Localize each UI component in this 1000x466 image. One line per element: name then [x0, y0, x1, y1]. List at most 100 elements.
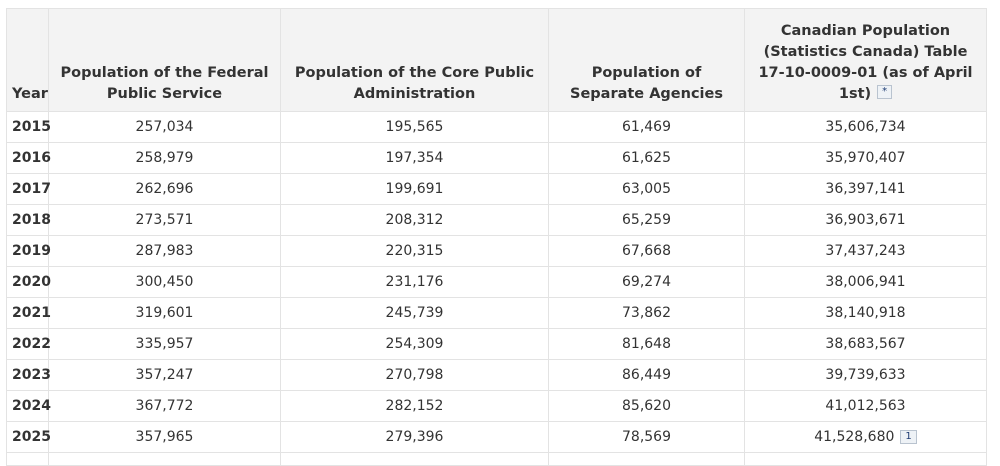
- cell-federal-public-service: 257,034: [48, 111, 281, 143]
- cell-core-public-administration-value: 220,315: [385, 243, 444, 259]
- cell-core-public-administration: 197,354: [280, 142, 549, 174]
- cell-canadian-population: 36,903,671: [744, 204, 987, 236]
- table-body: 2015 257,034 195,565 61,469 35,606,734 2016 25…: [6, 111, 987, 466]
- cell-federal-public-service-value: 319,601: [135, 305, 194, 321]
- table-row: 2021 319,601 245,739 73,862 38,140,918: [6, 297, 987, 329]
- cell-year-value: 2022: [12, 336, 51, 352]
- cell-year: 2025: [6, 421, 51, 453]
- header-canadian-population: Canadian Population (Statistics Canada) …: [744, 8, 987, 112]
- cell-year: 2021: [6, 297, 51, 329]
- cell-year-value: 2019: [12, 243, 51, 259]
- cell-year-value: 2016: [12, 150, 51, 166]
- empty-cell: [48, 452, 281, 466]
- cell-year-value: 2018: [12, 212, 51, 228]
- cell-core-public-administration-value: 279,396: [385, 429, 444, 445]
- cell-federal-public-service-value: 357,965: [135, 429, 194, 445]
- cell-separate-agencies-value: 86,449: [622, 367, 671, 383]
- cell-federal-public-service-value: 335,957: [135, 336, 194, 352]
- cell-separate-agencies-value: 73,862: [622, 305, 671, 321]
- cell-federal-public-service: 273,571: [48, 204, 281, 236]
- cell-canadian-population: 41,012,563: [744, 390, 987, 422]
- cell-federal-public-service: 300,450: [48, 266, 281, 298]
- population-table: Year Population of the Federal Public Se…: [6, 8, 987, 466]
- cell-separate-agencies-value: 78,569: [622, 429, 671, 445]
- cell-canadian-population: 38,006,941: [744, 266, 987, 298]
- cell-canadian-population-value: 37,437,243: [825, 243, 906, 259]
- cell-year: 2024: [6, 390, 51, 422]
- cell-federal-public-service-value: 367,772: [135, 398, 194, 414]
- cell-separate-agencies: 63,005: [548, 173, 745, 205]
- cell-year-value: 2020: [12, 274, 51, 290]
- cell-core-public-administration: 208,312: [280, 204, 549, 236]
- cell-canadian-population: 38,683,567: [744, 328, 987, 360]
- cell-separate-agencies: 86,449: [548, 359, 745, 391]
- cell-year-value: 2021: [12, 305, 51, 321]
- cell-core-public-administration-value: 208,312: [385, 212, 444, 228]
- cell-separate-agencies-value: 85,620: [622, 398, 671, 414]
- cell-federal-public-service: 357,247: [48, 359, 281, 391]
- cell-separate-agencies: 61,625: [548, 142, 745, 174]
- footnote-star-link[interactable]: *: [877, 85, 893, 99]
- cell-canadian-population-value: 39,739,633: [825, 367, 906, 383]
- cell-canadian-population-value: 41,528,680: [814, 429, 895, 445]
- cell-canadian-population-value: 35,606,734: [825, 119, 906, 135]
- empty-cell: [548, 452, 745, 466]
- cell-core-public-administration: 270,798: [280, 359, 549, 391]
- cell-separate-agencies-value: 61,625: [622, 150, 671, 166]
- cell-core-public-administration-value: 197,354: [385, 150, 444, 166]
- cell-canadian-population-value: 41,012,563: [825, 398, 906, 414]
- cell-canadian-population: 36,397,141: [744, 173, 987, 205]
- cell-federal-public-service-value: 273,571: [135, 212, 194, 228]
- cell-separate-agencies: 69,274: [548, 266, 745, 298]
- cell-canadian-population: 41,528,680 1: [744, 421, 987, 453]
- cell-federal-public-service: 258,979: [48, 142, 281, 174]
- cell-separate-agencies: 61,469: [548, 111, 745, 143]
- cell-federal-public-service-value: 258,979: [135, 150, 194, 166]
- cell-separate-agencies: 85,620: [548, 390, 745, 422]
- cell-core-public-administration: 231,176: [280, 266, 549, 298]
- cell-federal-public-service: 319,601: [48, 297, 281, 329]
- cell-core-public-administration-value: 282,152: [385, 398, 444, 414]
- table-row: 2017 262,696 199,691 63,005 36,397,141: [6, 173, 987, 205]
- cell-federal-public-service-value: 262,696: [135, 181, 194, 197]
- table-row: 2019 287,983 220,315 67,668 37,437,243: [6, 235, 987, 267]
- cell-separate-agencies: 73,862: [548, 297, 745, 329]
- cell-core-public-administration-value: 254,309: [385, 336, 444, 352]
- cell-year: 2019: [6, 235, 51, 267]
- table-row: 2020 300,450 231,176 69,274 38,006,941: [6, 266, 987, 298]
- cell-year: 2020: [6, 266, 51, 298]
- header-row: Year Population of the Federal Public Se…: [6, 8, 987, 112]
- cell-year-value: 2017: [12, 181, 51, 197]
- cell-core-public-administration: 282,152: [280, 390, 549, 422]
- table-row: 2024 367,772 282,152 85,620 41,012,563: [6, 390, 987, 422]
- cell-separate-agencies: 65,259: [548, 204, 745, 236]
- cell-core-public-administration: 195,565: [280, 111, 549, 143]
- cell-canadian-population: 38,140,918: [744, 297, 987, 329]
- cell-year: 2022: [6, 328, 51, 360]
- cell-federal-public-service-value: 300,450: [135, 274, 194, 290]
- cell-canadian-population-value: 38,006,941: [825, 274, 906, 290]
- cell-core-public-administration-value: 195,565: [385, 119, 444, 135]
- cell-federal-public-service: 367,772: [48, 390, 281, 422]
- footnote-link[interactable]: 1: [900, 430, 917, 444]
- cell-core-public-administration-value: 231,176: [385, 274, 444, 290]
- empty-cell: [280, 452, 549, 466]
- table-row: 2018 273,571 208,312 65,259 36,903,671: [6, 204, 987, 236]
- header-year: Year: [6, 8, 49, 112]
- cell-year: 2017: [6, 173, 51, 205]
- cell-year: 2016: [6, 142, 51, 174]
- header-federal-public-service: Population of the Federal Public Service: [48, 8, 281, 112]
- cell-separate-agencies-value: 81,648: [622, 336, 671, 352]
- table-row: 2016 258,979 197,354 61,625 35,970,407: [6, 142, 987, 174]
- cell-canadian-population-value: 36,397,141: [825, 181, 906, 197]
- cell-year: 2023: [6, 359, 51, 391]
- cell-canadian-population-value: 36,903,671: [825, 212, 906, 228]
- cell-core-public-administration: 279,396: [280, 421, 549, 453]
- cell-canadian-population-value: 35,970,407: [825, 150, 906, 166]
- cell-federal-public-service: 287,983: [48, 235, 281, 267]
- cell-separate-agencies-value: 67,668: [622, 243, 671, 259]
- cell-core-public-administration-value: 199,691: [385, 181, 444, 197]
- table-row: 2025 357,965 279,396 78,569 41,528,680 1: [6, 421, 987, 453]
- cell-separate-agencies-value: 69,274: [622, 274, 671, 290]
- table-row: 2015 257,034 195,565 61,469 35,606,734: [6, 111, 987, 143]
